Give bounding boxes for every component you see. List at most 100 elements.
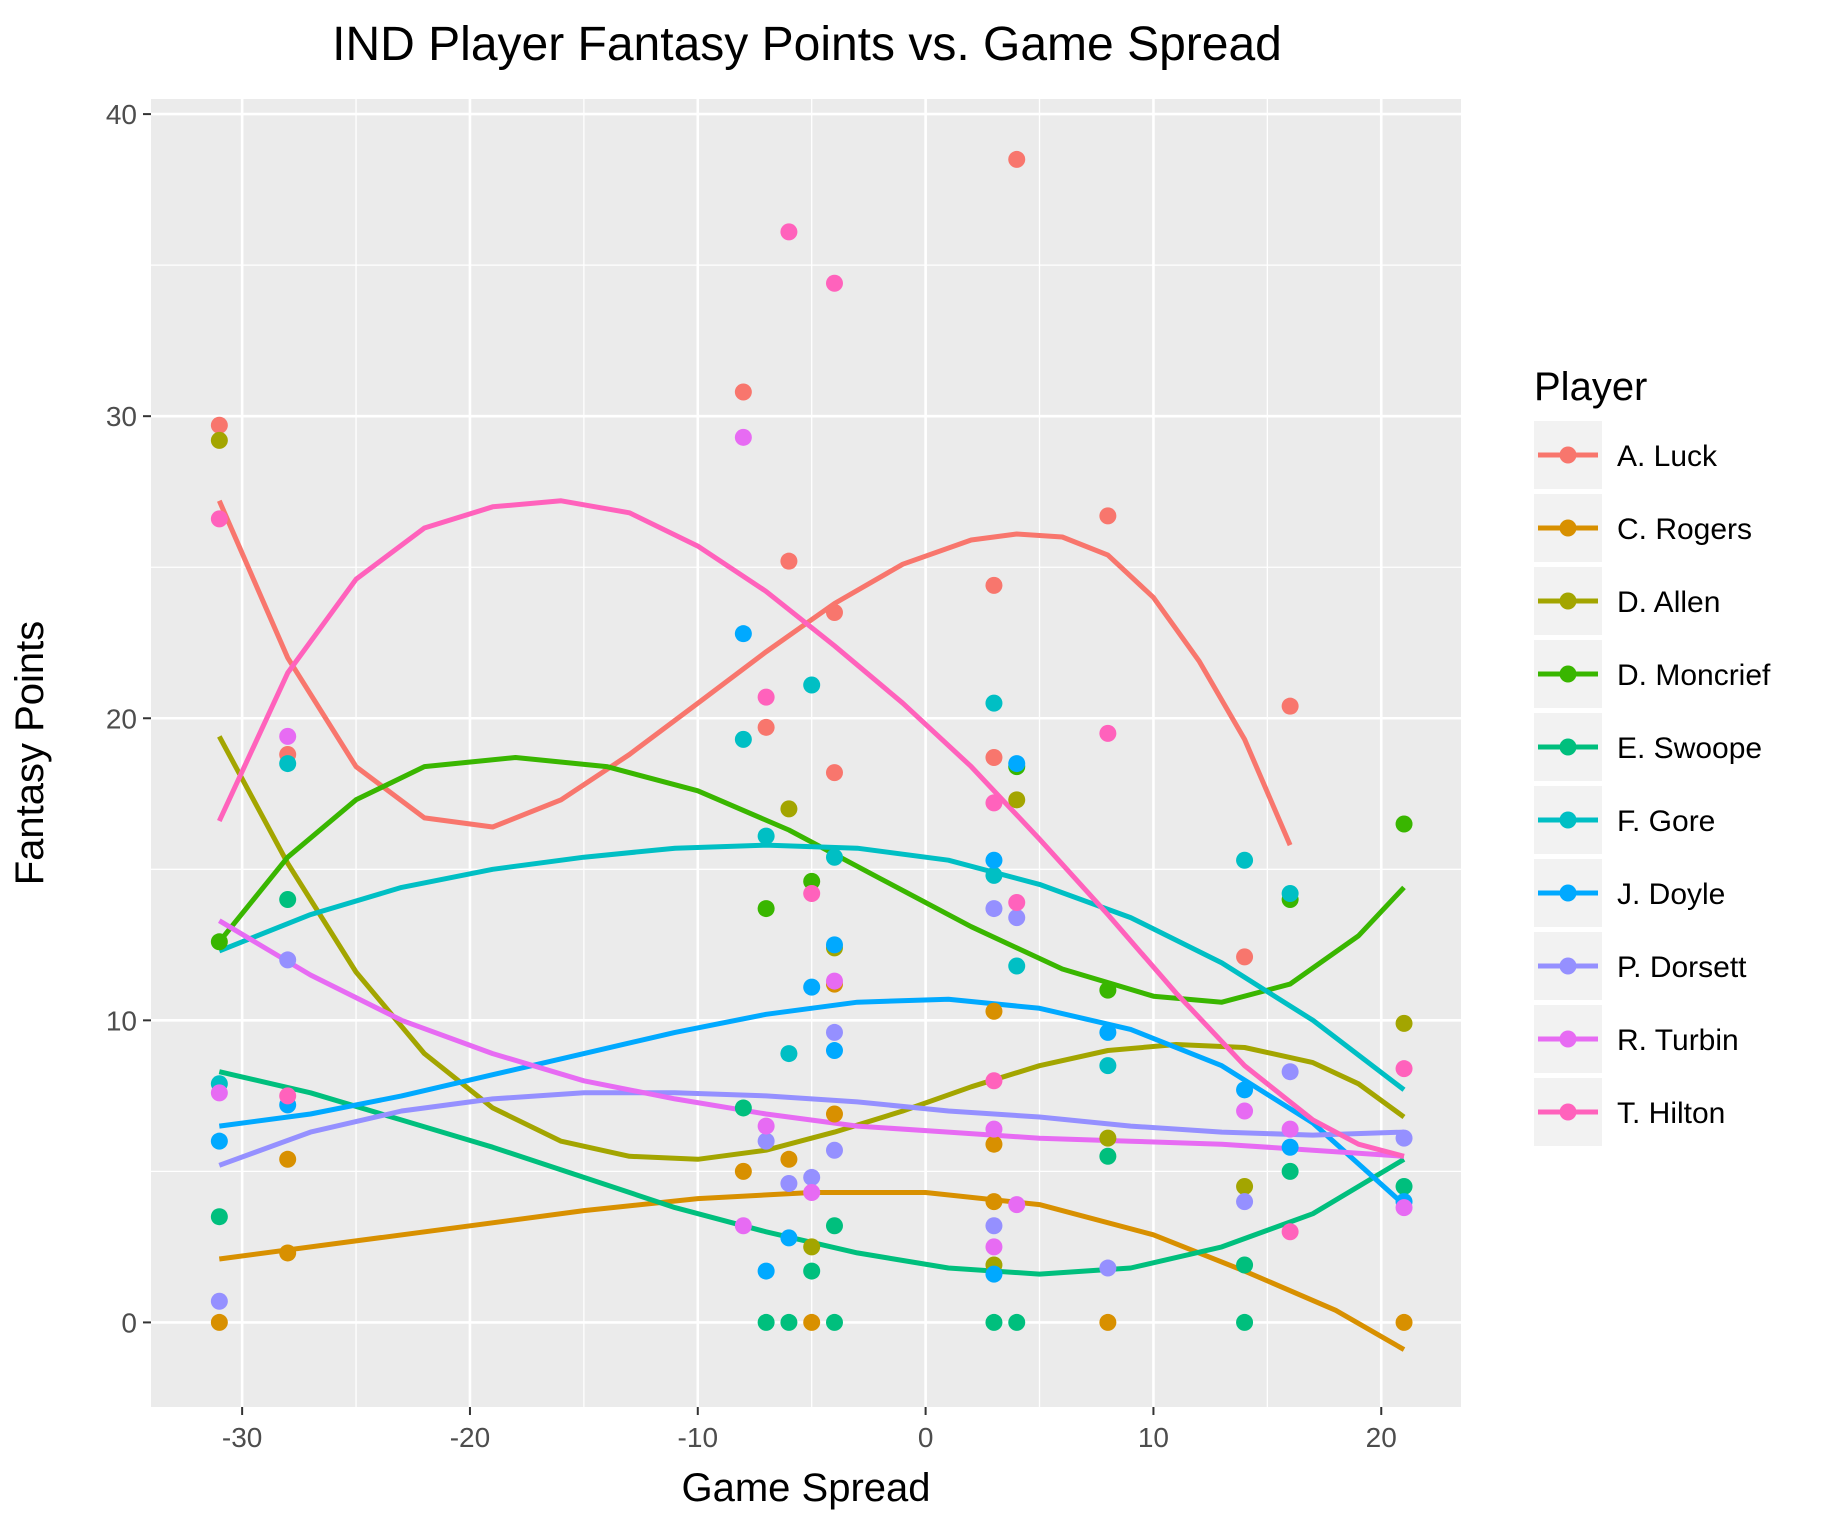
data-point-4 <box>1099 981 1117 999</box>
trend-line-9 <box>218 918 1405 1159</box>
data-point-9 <box>1281 1120 1299 1138</box>
data-point-3 <box>1008 791 1026 809</box>
data-point-1 <box>985 576 1003 594</box>
data-point-5 <box>1236 1313 1254 1331</box>
data-point-6 <box>985 866 1003 884</box>
legend-key-point <box>1559 1030 1577 1048</box>
data-point-6 <box>1099 1057 1117 1075</box>
data-point-7 <box>825 1042 843 1060</box>
chart-title: IND Player Fantasy Points vs. Game Sprea… <box>332 18 1282 71</box>
data-point-5 <box>985 1313 1003 1331</box>
x-tick-label: 20 <box>1366 1422 1397 1453</box>
data-point-9 <box>825 972 843 990</box>
data-point-6 <box>1281 884 1299 902</box>
data-point-8 <box>825 1141 843 1159</box>
data-point-5 <box>734 1099 752 1117</box>
data-point-6 <box>985 694 1003 712</box>
data-point-5 <box>825 1313 843 1331</box>
y-tick-label: 20 <box>106 703 137 734</box>
data-point-8 <box>1395 1129 1413 1147</box>
x-axis-title: Game Spread <box>681 1466 930 1510</box>
legend-title: Player <box>1534 365 1647 409</box>
data-point-5 <box>803 1262 821 1280</box>
data-point-5 <box>757 1313 775 1331</box>
data-point-2 <box>279 1150 297 1168</box>
legend-item-label: D. Allen <box>1617 586 1720 619</box>
data-point-8 <box>825 1023 843 1041</box>
data-point-5 <box>825 1217 843 1235</box>
data-point-9 <box>1395 1199 1413 1217</box>
legend-key-point <box>1559 519 1577 537</box>
data-point-2 <box>825 1105 843 1123</box>
data-point-5 <box>279 891 297 909</box>
legend-key-point <box>1559 1103 1577 1121</box>
legend-key-point <box>1559 957 1577 975</box>
data-point-8 <box>279 951 297 969</box>
legend-item-label: P. Dorsett <box>1617 951 1747 984</box>
trend-line-3 <box>217 735 1406 1162</box>
data-point-2 <box>734 1162 752 1180</box>
legend-item-label: R. Turbin <box>1617 1024 1739 1057</box>
data-point-3 <box>780 800 798 818</box>
trend-line-6 <box>218 842 1406 1092</box>
data-point-10 <box>1281 1223 1299 1241</box>
data-point-2 <box>780 1150 798 1168</box>
data-point-7 <box>210 1132 228 1150</box>
data-point-5 <box>1099 1147 1117 1165</box>
data-point-8 <box>1099 1259 1117 1277</box>
x-tick-label: -10 <box>678 1422 718 1453</box>
data-point-6 <box>825 848 843 866</box>
x-axis: -30 -20 -10 0 10 20 <box>222 1407 1397 1453</box>
data-point-6 <box>803 676 821 694</box>
data-point-7 <box>1008 755 1026 773</box>
trend-line-8 <box>218 1090 1405 1168</box>
data-point-9 <box>210 1084 228 1102</box>
grid-major <box>151 99 1461 1407</box>
data-point-1 <box>734 383 752 401</box>
data-point-5 <box>210 1208 228 1226</box>
legend-item-label: A. Luck <box>1617 440 1718 473</box>
data-point-6 <box>1236 851 1254 869</box>
data-point-9 <box>985 1238 1003 1256</box>
data-point-4 <box>210 933 228 951</box>
legend-key-point <box>1559 811 1577 829</box>
data-point-2 <box>803 1313 821 1331</box>
trend-line-10 <box>217 498 1405 1159</box>
data-point-2 <box>985 1002 1003 1020</box>
legend-item-label: J. Doyle <box>1617 878 1725 911</box>
data-point-7 <box>757 1262 775 1280</box>
data-point-6 <box>780 1045 798 1063</box>
data-point-1 <box>757 718 775 736</box>
data-point-10 <box>1395 1060 1413 1078</box>
data-point-9 <box>279 727 297 745</box>
data-point-7 <box>734 625 752 643</box>
x-tick-label: -20 <box>450 1422 490 1453</box>
legend-item-label: E. Swoope <box>1617 732 1762 765</box>
y-tick-label: 40 <box>106 99 137 130</box>
data-point-9 <box>757 1117 775 1135</box>
data-points <box>210 150 1413 1331</box>
y-tick-label: 10 <box>106 1005 137 1036</box>
data-point-1 <box>210 416 228 434</box>
data-point-5 <box>1236 1256 1254 1274</box>
data-point-1 <box>1236 948 1254 966</box>
x-tick-label: 10 <box>1138 1422 1169 1453</box>
data-point-10 <box>1099 724 1117 742</box>
data-point-9 <box>1236 1102 1254 1120</box>
data-point-8 <box>780 1174 798 1192</box>
y-axis: 0 10 20 30 40 <box>106 99 151 1338</box>
data-point-1 <box>825 764 843 782</box>
trend-line-2 <box>218 1190 1406 1352</box>
data-point-4 <box>1395 815 1413 833</box>
data-point-3 <box>210 431 228 449</box>
data-point-1 <box>1099 507 1117 525</box>
data-point-8 <box>1236 1193 1254 1211</box>
data-point-9 <box>1008 1196 1026 1214</box>
data-point-8 <box>985 900 1003 918</box>
data-point-5 <box>780 1313 798 1331</box>
data-point-7 <box>1099 1023 1117 1041</box>
data-point-10 <box>757 688 775 706</box>
legend-key-point <box>1559 884 1577 902</box>
legend-item-label: F. Gore <box>1617 805 1715 838</box>
